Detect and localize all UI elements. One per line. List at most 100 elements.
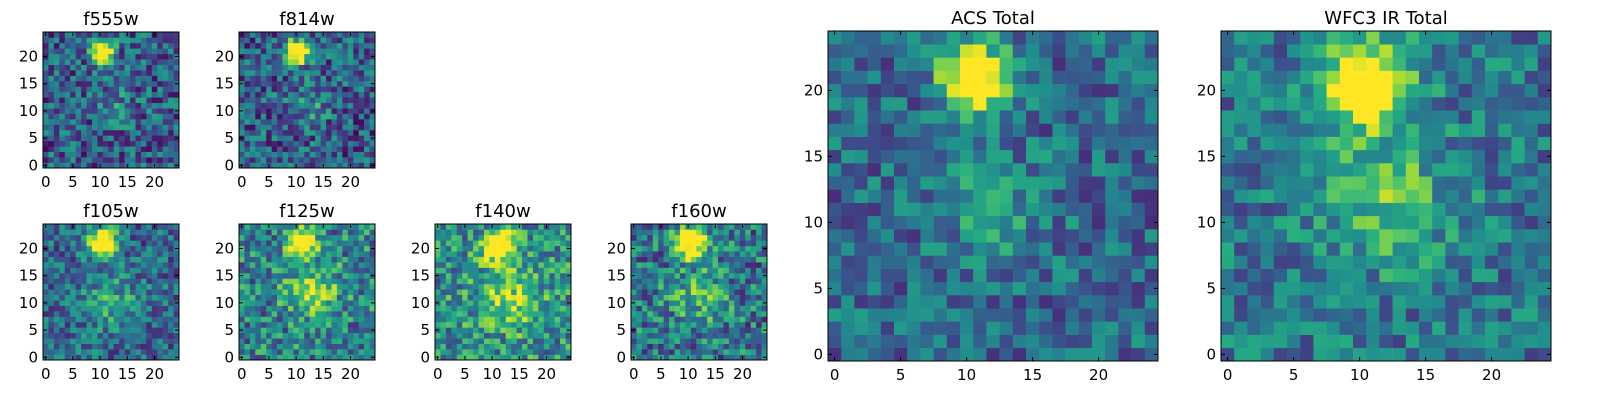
heatmap-cell xyxy=(59,70,66,76)
heatmap-cell xyxy=(527,283,534,290)
heatmap-cell xyxy=(1065,334,1080,349)
heatmap-cell xyxy=(298,256,305,263)
heatmap-cell xyxy=(309,272,316,279)
heatmap-cell xyxy=(277,135,283,142)
heatmap-cell xyxy=(113,48,120,55)
heatmap-cell xyxy=(173,229,180,236)
heatmap-cell xyxy=(331,229,338,236)
heatmap-cell xyxy=(880,281,895,296)
heatmap-cell xyxy=(347,151,354,158)
heatmap-cell xyxy=(456,343,463,350)
heatmap-cell xyxy=(707,343,713,350)
heatmap-cell xyxy=(173,129,180,136)
heatmap-cell xyxy=(674,229,681,236)
heatmap-cell xyxy=(326,267,332,274)
heatmap-cell xyxy=(342,240,349,247)
heatmap-cell xyxy=(320,124,327,131)
heatmap-cell xyxy=(718,272,724,279)
heatmap-cell xyxy=(728,251,735,257)
heatmap-cell xyxy=(478,305,485,312)
heatmap-cell xyxy=(293,311,300,317)
heatmap-cell xyxy=(266,294,272,301)
heatmap-cell xyxy=(1419,321,1433,335)
heatmap-cell xyxy=(336,86,343,93)
heatmap-cell xyxy=(674,245,681,252)
heatmap-cell xyxy=(70,300,76,306)
heatmap-cell xyxy=(287,321,294,328)
heatmap-cell xyxy=(907,281,921,296)
heatmap-cell xyxy=(255,338,262,344)
heatmap-cell xyxy=(70,70,76,76)
heatmap-cell xyxy=(946,215,961,230)
heatmap-cell xyxy=(113,119,120,125)
heatmap-cell xyxy=(527,278,534,285)
heatmap-cell xyxy=(130,256,136,263)
heatmap-cell xyxy=(1485,242,1499,256)
heatmap-cell xyxy=(249,119,256,125)
heatmap-cell xyxy=(451,327,458,334)
heatmap-cell xyxy=(894,110,908,124)
heatmap-cell xyxy=(1039,97,1053,111)
heatmap-cell xyxy=(48,32,55,38)
heatmap-cell xyxy=(108,240,115,247)
y-tick-label: 20 xyxy=(215,239,234,257)
heatmap-cell xyxy=(309,305,316,312)
heatmap-cell xyxy=(1392,229,1407,243)
heatmap-cell xyxy=(999,321,1014,335)
heatmap-cell xyxy=(1105,163,1119,177)
heatmap-cell xyxy=(309,332,316,339)
heatmap-cell xyxy=(973,229,987,243)
heatmap-cell xyxy=(522,240,528,247)
heatmap-cell xyxy=(260,157,267,163)
heatmap-cell xyxy=(1379,321,1393,335)
heatmap-cell xyxy=(64,129,71,136)
heatmap-cell xyxy=(309,343,316,350)
heatmap-cell xyxy=(1118,202,1132,217)
heatmap-cell xyxy=(907,202,921,217)
heatmap-cell xyxy=(854,149,868,164)
heatmap-cell xyxy=(1026,334,1040,349)
heatmap-cell xyxy=(168,86,174,93)
heatmap-cell xyxy=(986,295,1000,309)
heatmap-cell xyxy=(658,245,664,252)
heatmap-cell xyxy=(679,262,686,268)
heatmap-cell xyxy=(505,305,512,312)
heatmap-cell xyxy=(527,343,534,350)
heatmap-cell xyxy=(287,338,294,344)
heatmap-cell xyxy=(347,124,354,131)
heatmap-cell xyxy=(326,75,332,82)
heatmap-cell xyxy=(119,140,125,147)
heatmap-cell xyxy=(347,229,354,236)
heatmap-cell xyxy=(880,136,895,151)
heatmap-cell xyxy=(309,48,316,55)
heatmap-cell xyxy=(124,124,131,131)
heatmap-cell xyxy=(1273,295,1288,309)
heatmap-cell xyxy=(960,57,974,71)
heatmap-cell xyxy=(636,349,643,355)
heatmap-cell xyxy=(494,349,501,355)
heatmap-cell xyxy=(266,146,272,152)
heatmap-cell xyxy=(435,321,441,328)
heatmap-cell xyxy=(331,245,338,252)
heatmap-cell xyxy=(478,349,485,355)
heatmap-cell xyxy=(249,229,256,236)
heatmap-cell xyxy=(636,343,643,350)
heatmap-cell xyxy=(244,251,251,257)
heatmap-cell xyxy=(701,321,708,328)
heatmap-cell xyxy=(53,289,60,296)
heatmap-cell xyxy=(1524,215,1539,230)
heatmap-cell xyxy=(358,70,365,76)
heatmap-cell xyxy=(271,316,278,323)
heatmap-cell xyxy=(516,272,523,279)
heatmap-cell xyxy=(696,300,703,306)
heatmap-cell xyxy=(1221,215,1235,230)
heatmap-cell xyxy=(244,278,251,285)
heatmap-cell xyxy=(973,136,987,151)
heatmap-cell xyxy=(369,294,376,301)
heatmap-cell xyxy=(1052,281,1066,296)
heatmap-cell xyxy=(739,321,746,328)
heatmap-cell xyxy=(636,229,643,236)
heatmap-cell xyxy=(130,272,136,279)
heatmap-cell xyxy=(1300,202,1314,217)
